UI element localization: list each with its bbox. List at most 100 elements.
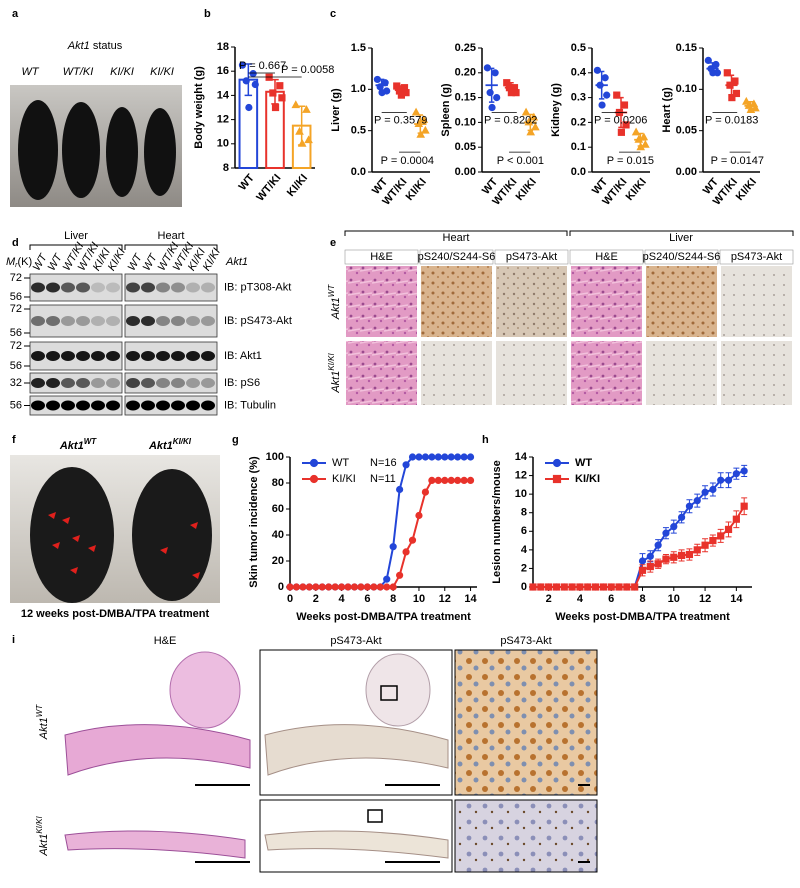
blot-band xyxy=(201,351,215,361)
x-tick-label: 10 xyxy=(668,593,680,605)
x-tick-label: KI/KI xyxy=(624,176,649,203)
annotation: P < 0.001 xyxy=(497,155,544,167)
point xyxy=(740,502,748,510)
point xyxy=(376,583,384,591)
point xyxy=(636,142,646,151)
genotype-label: Akt1WT xyxy=(327,284,342,321)
annotation: P = 0.0147 xyxy=(711,155,764,167)
y-tick-label: 4 xyxy=(521,544,528,556)
point xyxy=(331,583,339,591)
x-tick-label: 10 xyxy=(413,593,425,605)
point xyxy=(560,583,568,591)
blot-band xyxy=(91,282,105,293)
point xyxy=(724,476,733,484)
point xyxy=(521,107,531,116)
panel-label: i xyxy=(12,634,15,646)
y-tick-label: 10 xyxy=(515,488,527,500)
point xyxy=(678,551,686,560)
point xyxy=(507,89,515,97)
y-tick-label: 0.10 xyxy=(455,116,476,128)
point xyxy=(593,66,602,74)
blot-band xyxy=(91,316,105,326)
point xyxy=(685,550,694,559)
point xyxy=(291,100,301,109)
y-tick-label: 18 xyxy=(217,41,229,53)
histology-grid xyxy=(344,264,794,407)
point xyxy=(631,127,641,136)
point xyxy=(350,583,359,591)
genotype: WT/KI xyxy=(63,66,94,78)
point xyxy=(732,89,741,98)
point xyxy=(383,575,391,583)
genotype: WT xyxy=(35,704,44,718)
y-tick-label: 0.15 xyxy=(676,42,697,54)
x-tick-label: KI/KI xyxy=(514,176,539,203)
genotype: KI/KI xyxy=(110,66,134,78)
point xyxy=(491,69,499,77)
column-label: pS473-Akt xyxy=(330,635,381,647)
point xyxy=(576,583,584,591)
blot-band xyxy=(186,378,200,388)
point xyxy=(363,583,371,591)
mr-sub: r xyxy=(15,262,18,269)
y-tick-label: 10 xyxy=(217,138,229,150)
blot-band xyxy=(186,400,200,411)
stain-label: H&E xyxy=(595,251,618,263)
x-tick-label: 2 xyxy=(546,593,552,605)
point xyxy=(731,77,739,85)
point xyxy=(460,476,468,484)
y-tick-label: 8 xyxy=(223,162,229,174)
point xyxy=(304,135,313,144)
point xyxy=(524,117,534,126)
annotation: P = 0.0206 xyxy=(594,114,647,126)
panel-label: f xyxy=(12,434,16,446)
point xyxy=(552,474,562,484)
genotype-label: Akt1WT xyxy=(35,704,50,741)
point xyxy=(746,105,756,113)
blot-band xyxy=(106,400,120,411)
stain-header xyxy=(644,249,719,265)
point xyxy=(447,453,455,461)
point xyxy=(397,91,405,99)
point xyxy=(251,80,259,89)
blot-label: IB: Akt1 xyxy=(224,350,262,362)
blot-label: IB: pT308-Akt xyxy=(224,281,291,293)
point xyxy=(297,138,307,147)
point xyxy=(654,560,662,568)
blot-band xyxy=(171,282,185,293)
point xyxy=(245,103,253,112)
y-tick-label: 2 xyxy=(521,562,527,574)
lane-label: WT xyxy=(141,251,161,273)
panel-label: e xyxy=(330,237,336,249)
panel-a-title: Akt1 status xyxy=(67,40,123,52)
point xyxy=(678,513,686,521)
point xyxy=(646,552,654,560)
point xyxy=(709,485,717,494)
x-tick-label: 2 xyxy=(313,593,319,605)
point xyxy=(416,129,426,138)
blot-band xyxy=(141,316,155,326)
blot-band xyxy=(156,351,170,361)
y-tick-label: 20 xyxy=(272,555,284,567)
column-label: pS473-Akt xyxy=(500,635,551,647)
panel-label: d xyxy=(12,237,19,249)
mr-label: Mr(K) xyxy=(6,256,32,269)
point xyxy=(370,583,378,591)
point xyxy=(309,474,319,484)
point xyxy=(292,583,301,591)
blot-label: IB: Tubulin xyxy=(224,399,276,411)
y-tick-label: 1.0 xyxy=(351,83,366,95)
legend-n: N=16 xyxy=(370,457,397,469)
point xyxy=(662,555,670,563)
y-tick-label: 0 xyxy=(278,581,284,593)
blot-band xyxy=(126,282,140,293)
stain-label: H&E xyxy=(370,251,393,263)
mw-marker: 72 xyxy=(10,340,22,352)
blot-band xyxy=(141,351,155,361)
column-label: H&E xyxy=(154,635,177,647)
point xyxy=(278,94,286,102)
point xyxy=(415,511,423,520)
y-tick-label: 0.10 xyxy=(676,83,697,95)
point xyxy=(402,461,410,469)
